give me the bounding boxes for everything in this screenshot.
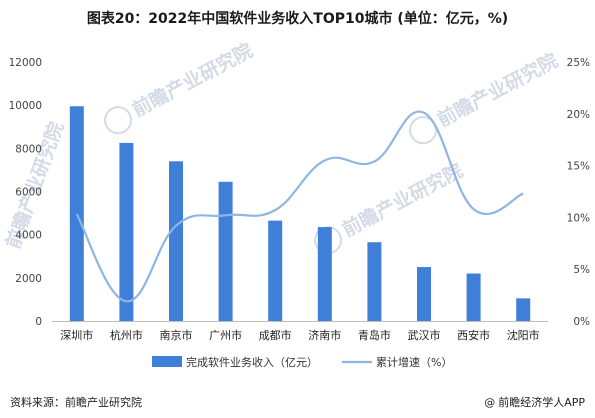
bar <box>218 181 233 321</box>
right-tick-label: 10% <box>567 212 590 224</box>
growth-line <box>75 110 524 303</box>
bar <box>367 242 382 321</box>
source-note: 资料来源：前瞻产业研究院 <box>10 396 142 409</box>
watermark: 前瞻产业研究院 <box>104 39 257 135</box>
bar <box>516 298 531 321</box>
category-label: 青岛市 <box>358 328 391 342</box>
left-tick-label: 12000 <box>9 57 42 69</box>
category-labels: 深圳市 杭州市 南京市 广州市 成都市 济南市 青岛市 武汉市 西安市 沈阳市 <box>60 328 539 342</box>
category-label: 济南市 <box>308 328 341 342</box>
legend-bar-swatch <box>152 356 182 367</box>
left-tick-label: 8000 <box>15 143 42 155</box>
right-tick-label: 0% <box>573 316 590 328</box>
left-tick-label: 6000 <box>15 187 42 199</box>
watermark-text: 前瞻产业研究院 <box>128 39 256 122</box>
bar <box>466 273 481 321</box>
watermark: 前瞻产业研究院 <box>409 49 562 145</box>
right-tick-label: 20% <box>567 109 590 121</box>
legend: 完成软件业务收入（亿元） 累计增速（%） <box>152 355 452 369</box>
bar-series <box>69 106 531 321</box>
line-series <box>75 110 524 303</box>
bar <box>69 106 84 321</box>
left-tick-label: 10000 <box>9 100 42 112</box>
right-tick-label: 25% <box>567 57 590 69</box>
bar <box>119 142 134 321</box>
category-label: 成都市 <box>259 328 292 342</box>
footer: 资料来源：前瞻产业研究院 @ 前瞻经济学人APP <box>10 394 585 410</box>
category-label: 沈阳市 <box>507 328 540 342</box>
at-icon: @ <box>484 396 496 409</box>
bar <box>169 161 183 321</box>
legend-bar-label: 完成软件业务收入（亿元） <box>186 355 318 369</box>
left-tick-label: 4000 <box>15 230 42 242</box>
bar <box>268 220 283 321</box>
category-label: 西安市 <box>457 328 490 342</box>
right-tick-label: 5% <box>573 264 590 276</box>
brand-credit: @ 前瞻经济学人APP <box>484 394 585 410</box>
category-label: 深圳市 <box>60 328 93 342</box>
chart-title: 图表20：2022年中国软件业务收入TOP10城市 (单位：亿元，%) <box>86 11 509 27</box>
category-label: 广州市 <box>209 328 242 342</box>
left-axis-ticks: 0 2000 4000 6000 8000 10000 12000 <box>9 57 42 328</box>
category-label: 南京市 <box>160 328 193 342</box>
right-tick-label: 15% <box>567 161 590 173</box>
bar <box>417 267 431 321</box>
watermark: 前瞻产业研究院 <box>314 159 467 255</box>
watermark-logo-icon <box>104 106 133 135</box>
watermark-logo-icon <box>409 116 438 145</box>
category-label: 武汉市 <box>408 328 441 342</box>
category-label: 杭州市 <box>110 328 143 342</box>
brand-name: 前瞻经济学人APP <box>498 396 585 409</box>
right-axis-ticks: 0% 5% 10% 15% 20% 25% <box>567 57 590 328</box>
bar <box>317 227 332 321</box>
left-tick-label: 2000 <box>15 273 42 285</box>
watermark-text: 前瞻产业研究院 <box>338 159 466 242</box>
left-tick-label: 0 <box>35 316 42 328</box>
watermark-text: 前瞻产业研究院 <box>433 49 561 132</box>
legend-line-label: 累计增速（%） <box>376 355 452 369</box>
